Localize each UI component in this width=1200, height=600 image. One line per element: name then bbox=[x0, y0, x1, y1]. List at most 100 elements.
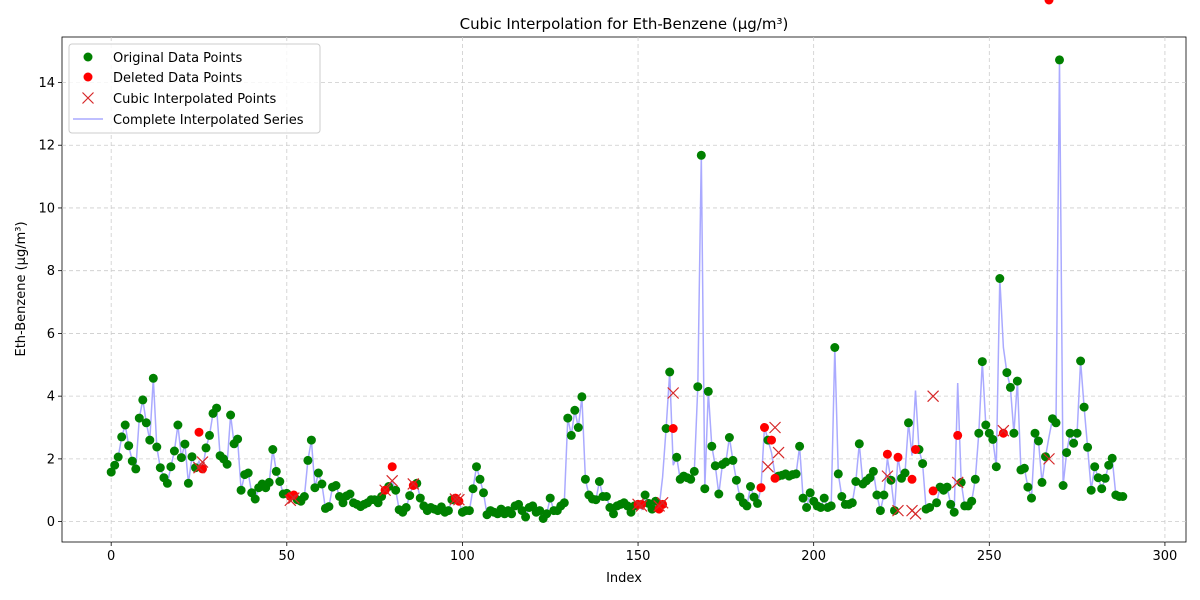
original-data-point bbox=[591, 495, 601, 505]
original-data-point bbox=[791, 469, 801, 479]
original-data-point bbox=[563, 413, 573, 423]
deleted-data-point bbox=[668, 424, 678, 433]
original-data-point bbox=[686, 474, 696, 484]
y-tick-label: 2 bbox=[47, 452, 55, 467]
original-data-point bbox=[275, 477, 285, 486]
original-data-point bbox=[1076, 356, 1086, 366]
original-data-point bbox=[710, 461, 720, 471]
cubic-interpolated-point bbox=[769, 421, 781, 434]
legend-box bbox=[68, 43, 321, 134]
original-data-point bbox=[180, 439, 190, 449]
original-data-point bbox=[303, 455, 313, 465]
original-data-point bbox=[696, 150, 706, 160]
original-data-point bbox=[169, 446, 179, 456]
deleted-data-point bbox=[194, 427, 204, 437]
original-data-point bbox=[918, 459, 928, 469]
original-data-point bbox=[138, 395, 148, 405]
original-data-point bbox=[981, 420, 991, 430]
x-tick-label: 100 bbox=[450, 549, 475, 564]
original-data-point bbox=[559, 498, 569, 508]
original-data-point bbox=[724, 433, 734, 442]
original-data-point bbox=[1062, 448, 1072, 458]
original-data-point bbox=[925, 503, 935, 512]
original-data-point bbox=[1118, 492, 1128, 501]
original-data-point bbox=[1055, 55, 1064, 65]
cubic-interpolated-point bbox=[909, 507, 922, 520]
cubic-interpolated-point bbox=[656, 496, 669, 509]
x-tick-label: 150 bbox=[626, 549, 651, 564]
cubic-interpolated-point bbox=[927, 390, 940, 403]
legend-label-original: Original Data Points bbox=[113, 51, 242, 66]
original-data-point bbox=[148, 373, 158, 383]
original-data-point bbox=[166, 462, 176, 472]
original-data-point bbox=[904, 418, 913, 428]
original-data-point bbox=[854, 439, 864, 449]
original-data-point bbox=[1072, 428, 1082, 438]
original-data-point bbox=[1069, 438, 1079, 448]
original-data-point bbox=[1090, 462, 1100, 472]
original-data-point bbox=[542, 509, 552, 519]
original-data-point bbox=[1100, 473, 1110, 483]
original-data-point bbox=[127, 456, 137, 466]
original-data-point bbox=[900, 468, 910, 478]
deleted-data-point bbox=[998, 428, 1008, 438]
original-data-point bbox=[826, 501, 836, 511]
original-data-point bbox=[577, 392, 587, 402]
original-data-point bbox=[570, 405, 580, 415]
original-data-point bbox=[1012, 376, 1022, 386]
y-tick-label: 14 bbox=[38, 76, 55, 91]
original-data-point bbox=[974, 428, 984, 438]
original-data-point bbox=[310, 483, 320, 493]
original-data-point bbox=[672, 452, 682, 462]
original-data-point bbox=[521, 512, 531, 522]
original-data-point bbox=[693, 382, 703, 392]
original-data-point bbox=[1030, 428, 1040, 438]
original-data-point bbox=[956, 477, 966, 487]
original-data-point bbox=[942, 482, 952, 492]
original-data-point bbox=[317, 479, 327, 489]
original-data-point bbox=[222, 459, 232, 469]
original-data-point bbox=[833, 469, 843, 479]
original-data-point bbox=[545, 493, 555, 503]
y-tick-label: 12 bbox=[38, 139, 55, 154]
original-data-point bbox=[949, 507, 959, 517]
original-data-point bbox=[236, 485, 246, 495]
original-data-point bbox=[1065, 428, 1075, 438]
y-tick-label: 4 bbox=[47, 390, 55, 405]
original-data-point bbox=[324, 502, 334, 512]
original-data-point bbox=[124, 441, 134, 451]
original-data-point bbox=[479, 488, 488, 498]
legend-marker-deleted bbox=[83, 72, 93, 82]
original-data-point bbox=[468, 484, 478, 494]
original-data-point bbox=[405, 491, 415, 501]
cubic-interpolated-point bbox=[892, 504, 904, 517]
original-data-point bbox=[145, 435, 155, 445]
original-data-point bbox=[601, 492, 611, 501]
original-data-point bbox=[331, 481, 341, 490]
original-data-point bbox=[152, 442, 162, 452]
cubic-interpolated-point bbox=[997, 424, 1010, 437]
original-data-point bbox=[753, 498, 762, 508]
original-data-point bbox=[798, 493, 808, 503]
original-data-point bbox=[1023, 482, 1033, 492]
deleted-data-point bbox=[882, 449, 892, 459]
original-data-point bbox=[201, 443, 211, 453]
original-data-point bbox=[173, 420, 183, 430]
original-data-point bbox=[977, 357, 987, 367]
y-tick-label: 0 bbox=[47, 515, 55, 530]
deleted-data-point bbox=[637, 499, 647, 509]
x-axis-label: Index bbox=[606, 571, 642, 586]
original-data-point bbox=[1051, 418, 1061, 428]
original-data-point bbox=[1009, 428, 1019, 438]
original-data-point bbox=[580, 474, 590, 484]
cubic-interpolated-point bbox=[635, 500, 648, 512]
original-data-point bbox=[345, 489, 355, 499]
cubic-interpolated-point bbox=[951, 476, 964, 489]
original-data-point bbox=[313, 468, 323, 478]
original-data-points bbox=[106, 55, 1128, 523]
original-data-point bbox=[110, 460, 120, 470]
deleted-data-point bbox=[1044, 0, 1054, 5]
original-data-point bbox=[1041, 452, 1050, 462]
original-data-point bbox=[988, 434, 998, 444]
legend-label-series: Complete Interpolated Series bbox=[113, 113, 304, 128]
